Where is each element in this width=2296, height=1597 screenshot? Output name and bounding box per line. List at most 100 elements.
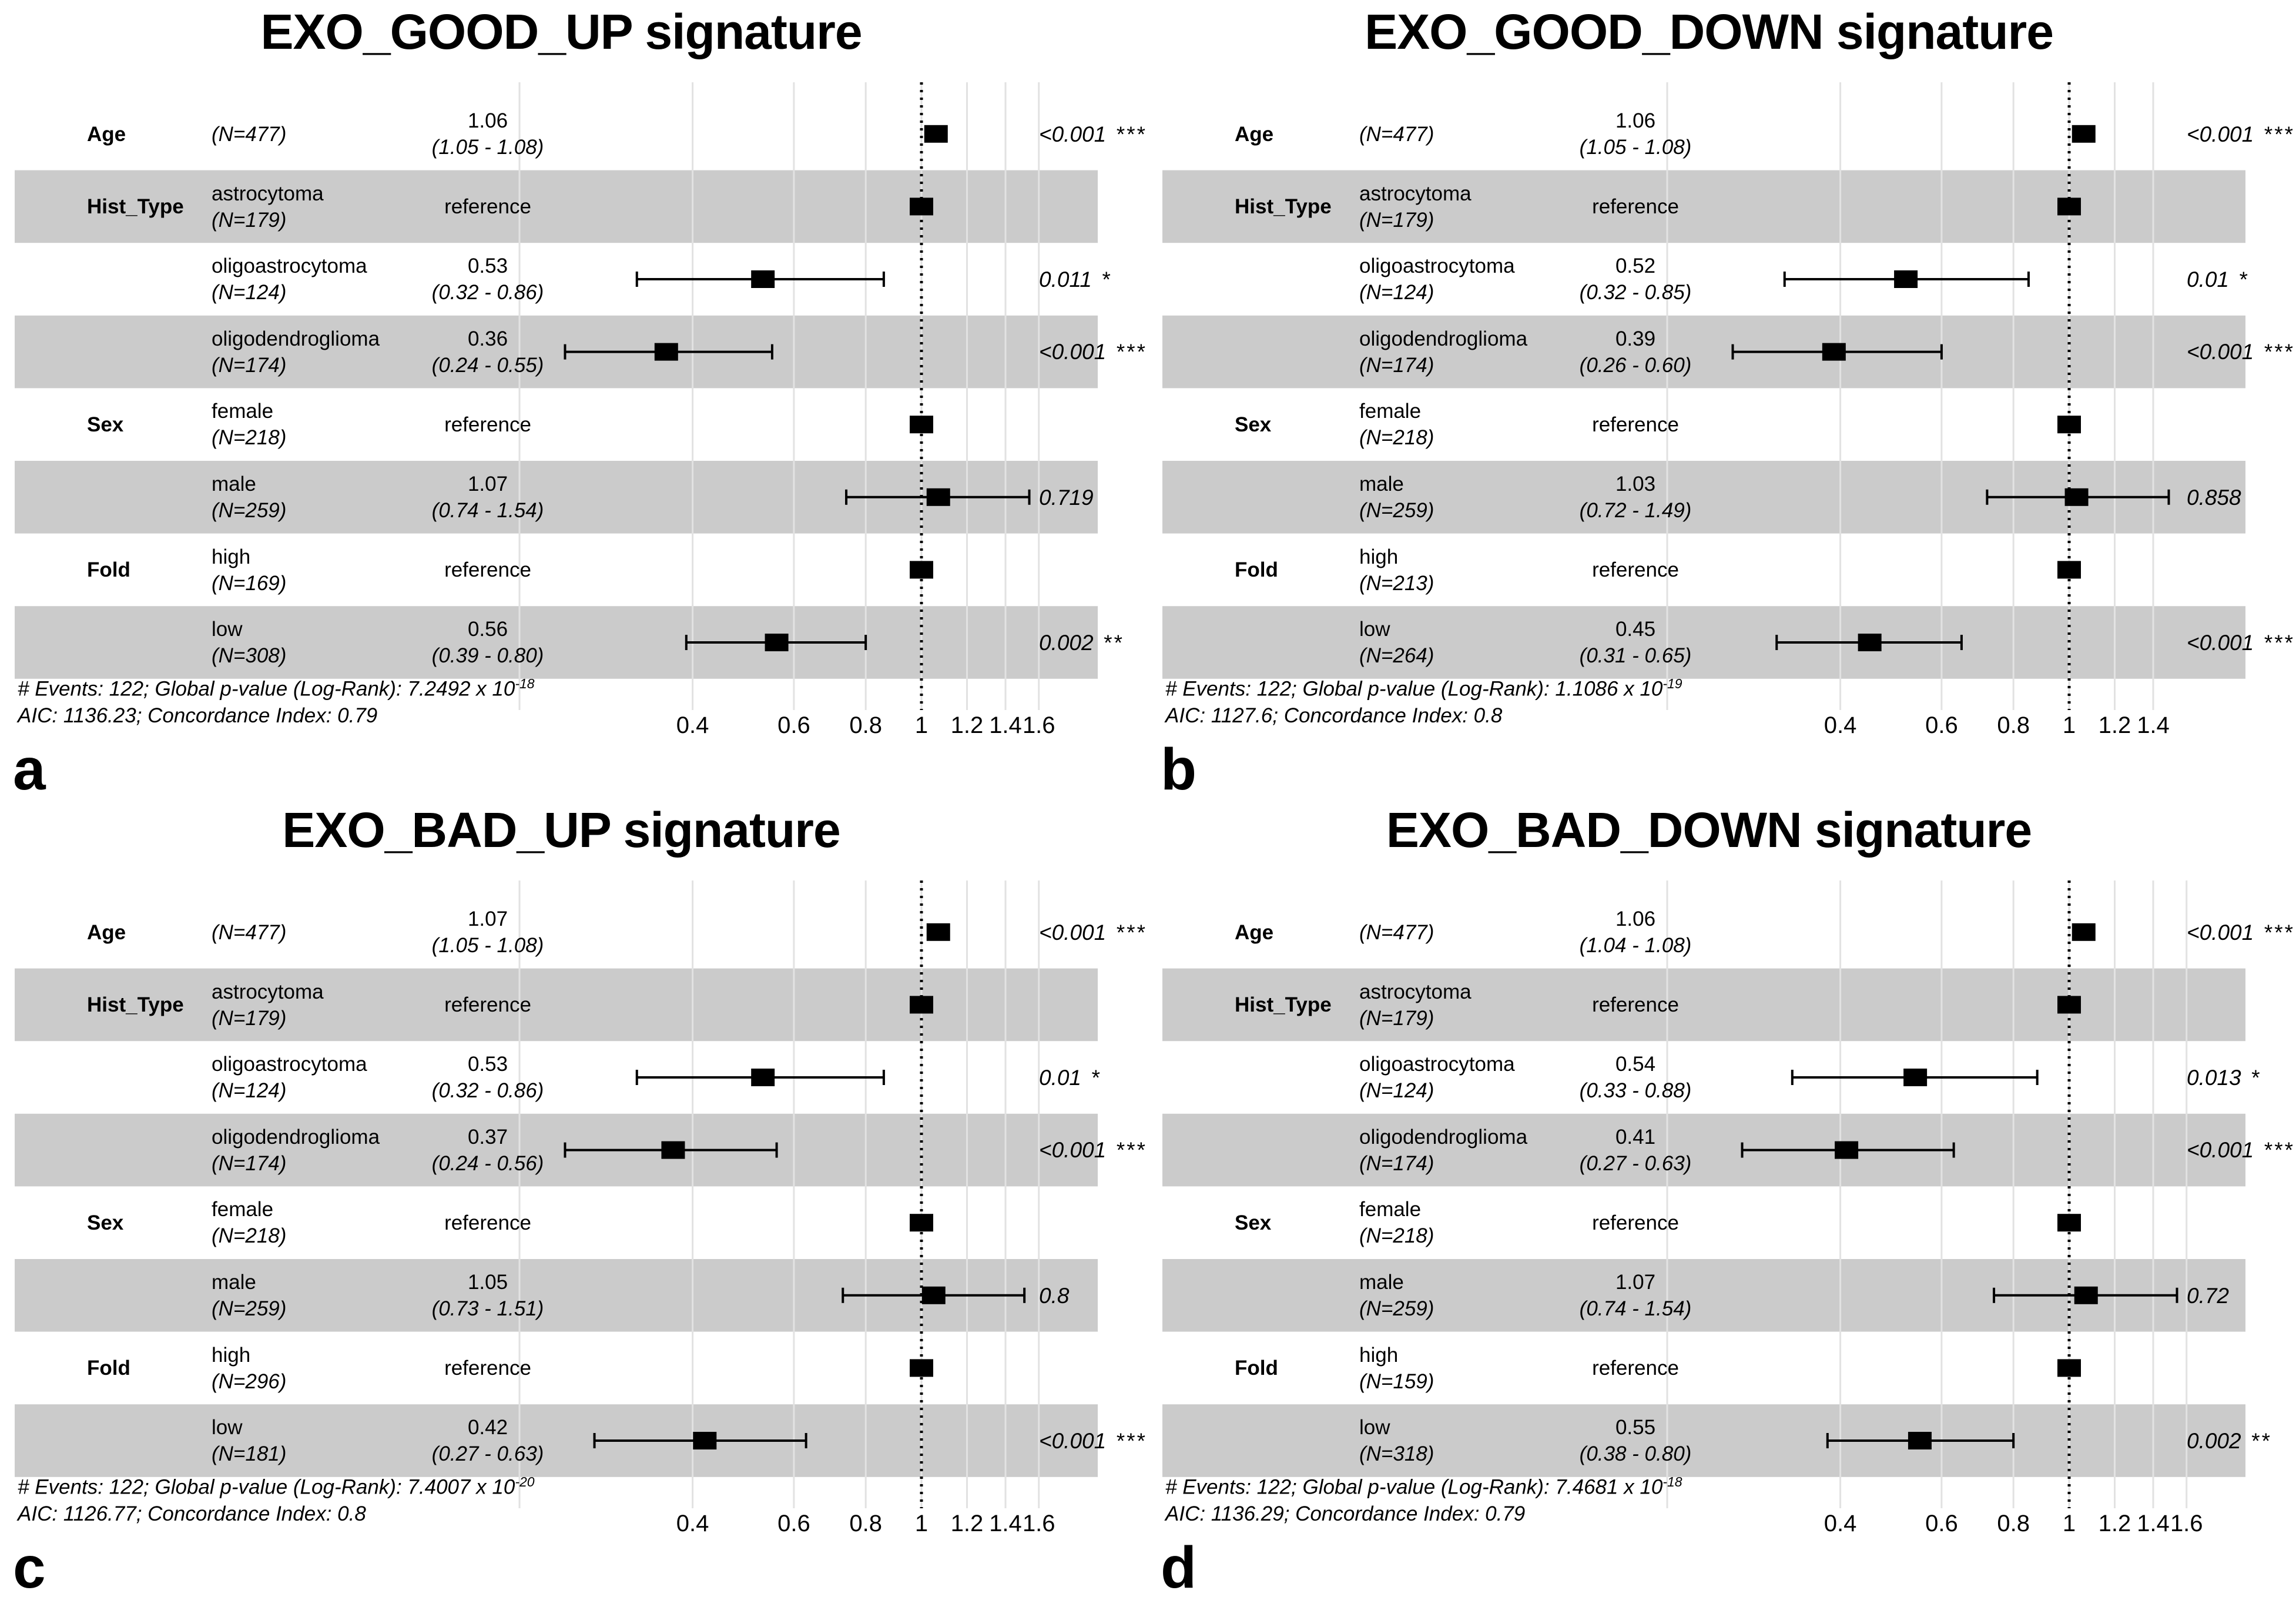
row-n: (N=477) [212,920,287,944]
hr-square [910,1359,933,1377]
row-level: male [1359,1271,1404,1294]
row-variable: Hist_Type [1235,195,1332,219]
row-level-cell: high (N=296) [212,1332,286,1405]
row-estimate-cell: 0.45 (0.31 - 0.65) [1524,606,1747,679]
axis-tick-label: 0.8 [1997,712,2030,738]
hr-square [910,197,933,216]
row-level-cell: oligoastrocytoma (N=124) [1359,1041,1515,1114]
axis-tick-label: 0.6 [777,712,810,738]
row-estimate-cell: 0.39 (0.26 - 0.60) [1524,316,1747,389]
row-level: female [212,1198,274,1221]
row-pvalue-cell: 0.719 [1039,461,1094,534]
row-band [15,315,1098,389]
row-pvalue-cell: 0.013 * [2187,1041,2261,1114]
row-pvalue: <0.001 [1039,1428,1107,1453]
row-estimate-cell: 0.37 (0.24 - 0.56) [376,1114,599,1187]
row-n: (N=259) [212,499,287,522]
significance-stars: *** [2263,340,2294,364]
panel-letter: c [13,1535,46,1597]
axis-tick-label: 1.2 [950,712,984,738]
events-footnote-text: # Events: 122; Global p-value (Log-Rank)… [1165,677,1663,701]
row-variable-cell: Hist_Type [1235,969,1332,1042]
panel-exo-bad-up: EXO_BAD_UP signature Age (N=477) 1.07 (1.05 … [0,798,1148,1597]
row-variable-cell: Hist_Type [1235,170,1332,243]
row-level-cell: male (N=259) [1359,1259,1434,1332]
row-n: (N=169) [212,571,287,595]
row-estimate-cell: 1.06 (1.05 - 1.08) [376,98,599,170]
row-level: astrocytoma [212,980,324,1003]
row-variable: Fold [87,1357,130,1380]
events-footnote: # Events: 122; Global p-value (Log-Rank)… [1165,1474,1682,1499]
row-level-cell: low (N=308) [212,606,286,679]
row-n: (N=179) [212,208,287,232]
row-ci: (1.05 - 1.08) [431,934,544,957]
row-level: oligoastrocytoma [1359,1053,1515,1076]
row-pvalue: 0.858 [2187,485,2241,510]
row-variable-cell: Age [1235,896,1273,969]
hr-square [1822,343,1846,361]
row-band [1162,1404,2245,1477]
row-level-cell: (N=477) [1359,896,1434,969]
aic-footnote: AIC: 1127.6; Concordance Index: 0.8 [1165,704,1503,727]
row-variable-cell: Sex [1235,388,1271,461]
events-footnote-exponent: -18 [515,676,535,691]
row-estimate-cell: 0.54 (0.33 - 0.88) [1524,1041,1747,1114]
hr-square [2072,923,2096,941]
row-level: astrocytoma [1359,182,1472,205]
row-pvalue-cell: 0.01 * [1039,1041,1101,1114]
row-level: female [212,400,274,423]
row-estimate-cell: 1.05 (0.73 - 1.51) [376,1259,599,1332]
significance-stars: *** [2263,920,2294,945]
axis-tick-label: 1.6 [2170,1511,2203,1536]
row-estimate: 1.06 [1615,908,1656,930]
row-pvalue: <0.001 [2187,630,2254,655]
axis-tick-label: 1.2 [2098,1511,2131,1536]
row-ci: (0.24 - 0.55) [431,353,544,377]
row-estimate: reference [444,558,531,582]
hr-square [1908,1432,1932,1449]
row-estimate-cell: reference [376,388,599,461]
row-n: (N=477) [1359,920,1434,944]
row-level-cell: low (N=318) [1359,1404,1434,1477]
row-estimate: 0.55 [1615,1416,1656,1439]
hr-square [654,343,678,361]
axis-tick-label: 1.4 [2137,712,2170,738]
row-level: female [1359,400,1422,423]
row-estimate-cell: 1.07 (0.74 - 1.54) [1524,1259,1747,1332]
aic-footnote: AIC: 1136.23; Concordance Index: 0.79 [18,704,378,727]
row-level: high [212,545,251,568]
row-estimate: 1.05 [467,1271,508,1294]
row-n: (N=218) [1359,426,1434,450]
row-variable: Hist_Type [1235,993,1332,1017]
axis-tick-label: 1.2 [2098,712,2131,738]
row-variable: Hist_Type [87,195,184,219]
row-level: male [212,473,256,495]
row-estimate-cell: reference [376,1332,599,1405]
row-ci: (0.31 - 0.65) [1579,644,1692,668]
row-band [15,1404,1098,1477]
row-estimate: 1.07 [1615,1271,1656,1294]
forest-plot-svg [1162,880,2245,1508]
panel-title: EXO_BAD_DOWN signature [1386,802,2032,858]
events-footnote: # Events: 122; Global p-value (Log-Rank)… [18,1474,535,1499]
row-estimate-cell: 1.07 (1.05 - 1.08) [376,896,599,969]
axis-tick-label: 1.4 [989,712,1022,738]
row-level-cell: oligodendroglioma (N=174) [1359,316,1527,389]
row-ci: (0.38 - 0.80) [1579,1442,1692,1466]
row-level-cell: low (N=181) [212,1404,286,1477]
row-variable: Sex [87,413,124,436]
hr-square [751,270,775,288]
row-estimate-cell: reference [1524,1186,1747,1259]
row-n: (N=124) [1359,1079,1434,1103]
significance-stars: ** [2250,1428,2271,1453]
row-variable: Sex [87,1211,124,1234]
hr-square [2072,125,2096,143]
row-n: (N=124) [1359,281,1434,304]
row-ci: (1.05 - 1.08) [1579,136,1692,159]
events-footnote-text: # Events: 122; Global p-value (Log-Rank)… [1165,1475,1663,1499]
row-pvalue-cell: 0.01 * [2187,243,2248,316]
row-estimate: 0.53 [467,255,508,278]
row-estimate: reference [1592,195,1679,219]
significance-stars: *** [2263,1138,2294,1163]
